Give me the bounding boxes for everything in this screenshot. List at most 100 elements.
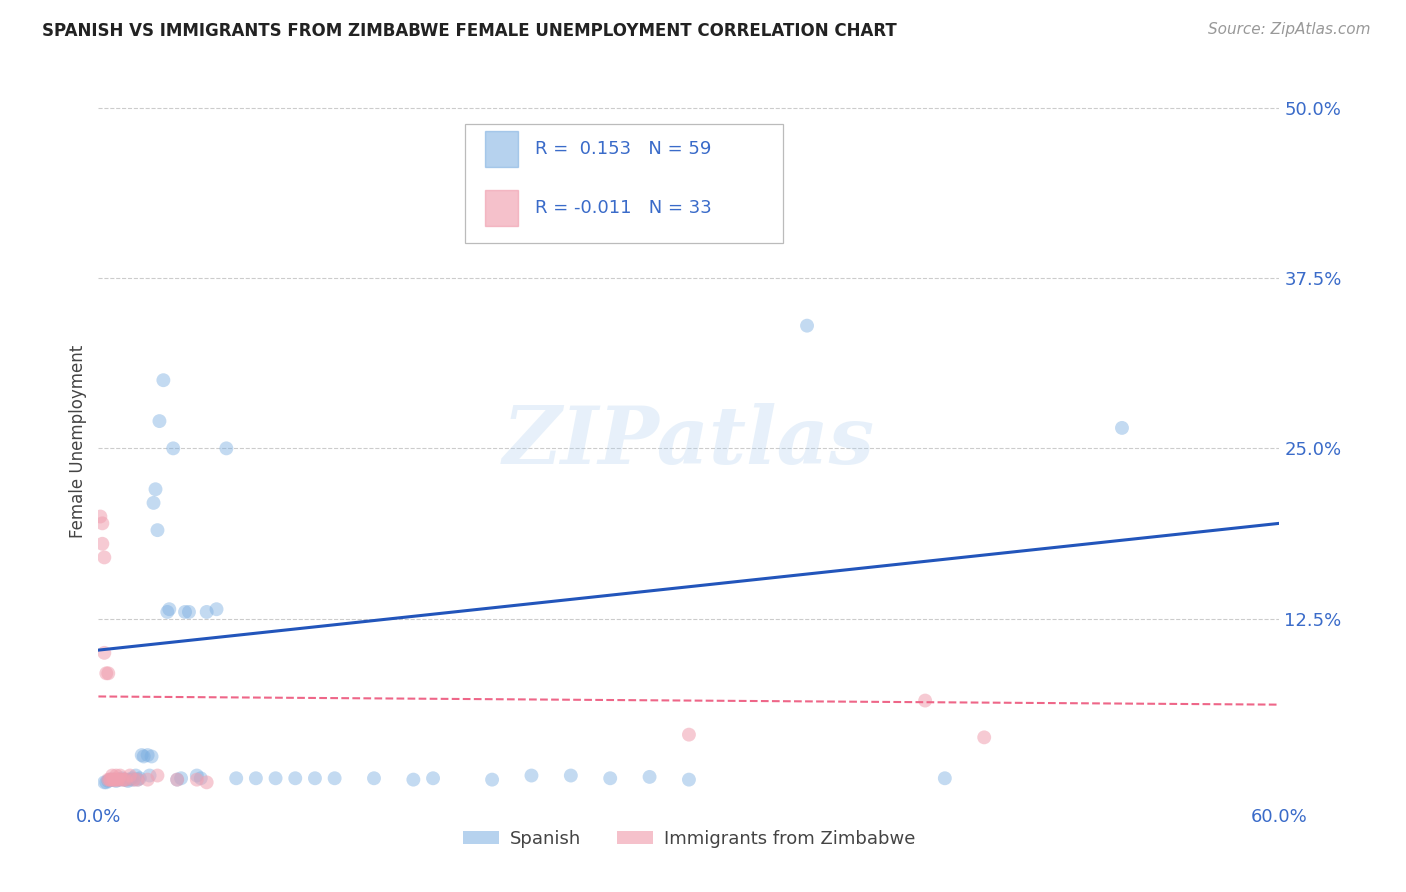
Point xyxy=(112,772,135,787)
Point xyxy=(107,772,129,787)
Point xyxy=(97,774,120,789)
Point xyxy=(91,537,114,551)
Point xyxy=(112,772,135,787)
Point xyxy=(131,748,153,763)
Point xyxy=(105,772,128,787)
Point xyxy=(111,772,134,787)
Point xyxy=(93,775,115,789)
Text: ZIPatlas: ZIPatlas xyxy=(503,403,875,480)
Text: SPANISH VS IMMIGRANTS FROM ZIMBABWE FEMALE UNEMPLOYMENT CORRELATION CHART: SPANISH VS IMMIGRANTS FROM ZIMBABWE FEMA… xyxy=(42,22,897,40)
Point xyxy=(914,693,936,707)
Point xyxy=(148,414,170,428)
Point xyxy=(142,496,165,510)
Point xyxy=(122,772,145,787)
Point xyxy=(108,768,131,782)
Point xyxy=(678,772,700,787)
Point xyxy=(111,771,134,785)
Point xyxy=(146,523,169,537)
Point xyxy=(125,768,148,782)
Point xyxy=(402,772,425,787)
Point xyxy=(101,772,124,787)
Point xyxy=(195,605,218,619)
Point xyxy=(177,605,200,619)
Point xyxy=(284,771,307,785)
Point xyxy=(97,772,120,787)
Point xyxy=(973,731,995,745)
Point xyxy=(138,768,160,782)
Point xyxy=(481,772,503,787)
Point xyxy=(422,771,444,785)
Point xyxy=(105,768,128,782)
Point xyxy=(118,768,141,782)
Point xyxy=(98,772,121,787)
Point xyxy=(304,771,326,785)
Point xyxy=(105,774,128,789)
Point xyxy=(96,666,118,681)
Point xyxy=(174,605,197,619)
Point xyxy=(363,771,385,785)
Point xyxy=(96,775,118,789)
Point xyxy=(796,318,818,333)
Point xyxy=(678,728,700,742)
Text: R =  0.153   N = 59: R = 0.153 N = 59 xyxy=(536,140,711,158)
Legend: Spanish, Immigrants from Zimbabwe: Spanish, Immigrants from Zimbabwe xyxy=(456,822,922,855)
Text: R = -0.011   N = 33: R = -0.011 N = 33 xyxy=(536,199,713,217)
Point xyxy=(128,771,150,785)
FancyBboxPatch shape xyxy=(485,190,517,227)
Point xyxy=(122,772,145,787)
Point xyxy=(115,772,138,787)
Point xyxy=(145,482,167,496)
Point xyxy=(166,772,188,787)
Point xyxy=(136,772,159,787)
Point xyxy=(152,373,174,387)
Point xyxy=(146,768,169,782)
Point xyxy=(166,772,188,787)
Point xyxy=(103,772,125,787)
Point xyxy=(156,605,179,619)
Y-axis label: Female Unemployment: Female Unemployment xyxy=(69,345,87,538)
Point xyxy=(638,770,661,784)
Point xyxy=(162,442,184,456)
Point xyxy=(225,771,247,785)
Point xyxy=(195,775,218,789)
Point xyxy=(117,774,139,789)
Point xyxy=(323,771,346,785)
Point xyxy=(186,768,208,782)
Point xyxy=(91,516,114,531)
Point xyxy=(108,772,131,787)
Point xyxy=(93,646,115,660)
Point xyxy=(103,772,125,787)
Point xyxy=(170,771,193,785)
Text: Source: ZipAtlas.com: Source: ZipAtlas.com xyxy=(1208,22,1371,37)
FancyBboxPatch shape xyxy=(464,124,783,243)
Point xyxy=(103,772,125,787)
Point xyxy=(186,772,208,787)
Point xyxy=(107,772,129,787)
Point xyxy=(560,768,582,782)
Point xyxy=(264,771,287,785)
Point xyxy=(205,602,228,616)
FancyBboxPatch shape xyxy=(485,131,517,167)
Point xyxy=(132,749,155,764)
Point xyxy=(127,772,149,787)
Point xyxy=(1111,421,1133,435)
Point xyxy=(934,771,956,785)
Point xyxy=(98,772,121,787)
Point xyxy=(599,771,621,785)
Point xyxy=(127,772,149,787)
Point xyxy=(136,748,159,763)
Point xyxy=(101,768,124,782)
Point xyxy=(245,771,267,785)
Point xyxy=(520,768,543,782)
Point xyxy=(93,550,115,565)
Point xyxy=(101,772,124,787)
Point xyxy=(215,442,238,456)
Point xyxy=(97,666,120,681)
Point xyxy=(115,772,138,787)
Point xyxy=(118,772,141,787)
Point xyxy=(98,772,121,787)
Point xyxy=(157,602,180,616)
Point xyxy=(121,771,143,785)
Point xyxy=(89,509,111,524)
Point xyxy=(141,749,163,764)
